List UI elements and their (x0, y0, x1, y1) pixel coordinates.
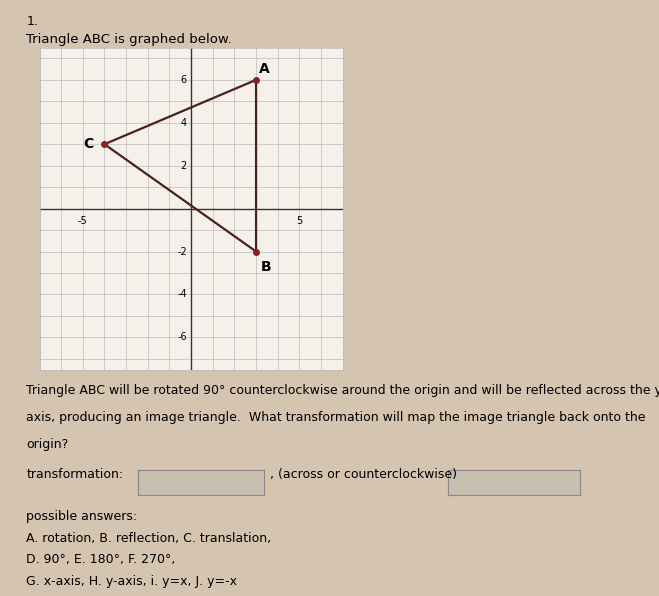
Text: Triangle ABC is graphed below.: Triangle ABC is graphed below. (26, 33, 232, 46)
Text: , (across or counterclockwise): , (across or counterclockwise) (270, 468, 457, 481)
Text: Triangle ABC will be rotated 90° counterclockwise around the origin and will be : Triangle ABC will be rotated 90° counter… (26, 384, 659, 398)
Text: 6: 6 (181, 75, 186, 85)
Text: C: C (84, 137, 94, 151)
Text: 2: 2 (181, 161, 186, 170)
Text: A. rotation, B. reflection, C. translation,: A. rotation, B. reflection, C. translati… (26, 532, 272, 545)
Text: G. x-axis, H. y-axis, i. y=x, J. y=-x: G. x-axis, H. y-axis, i. y=x, J. y=-x (26, 575, 237, 588)
Text: axis, producing an image triangle.  What transformation will map the image trian: axis, producing an image triangle. What … (26, 411, 646, 424)
Text: transformation:: transformation: (26, 468, 123, 481)
Text: -4: -4 (177, 290, 186, 299)
Text: B: B (260, 260, 271, 274)
Text: 1.: 1. (26, 15, 38, 28)
Text: -6: -6 (177, 333, 186, 342)
Text: D. 90°, E. 180°, F. 270°,: D. 90°, E. 180°, F. 270°, (26, 553, 176, 566)
Text: origin?: origin? (26, 438, 69, 451)
Text: A: A (259, 61, 270, 76)
Text: 4: 4 (181, 118, 186, 128)
Text: -2: -2 (177, 247, 186, 256)
Text: possible answers:: possible answers: (26, 510, 138, 523)
Text: 5: 5 (297, 216, 302, 226)
Text: -5: -5 (78, 216, 88, 226)
